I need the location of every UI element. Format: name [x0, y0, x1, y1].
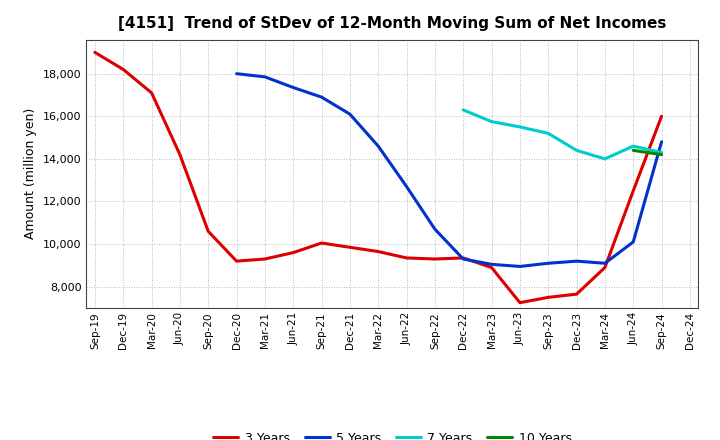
- 7 Years: [600, 156, 609, 161]
- 7 Years: [459, 107, 467, 113]
- 5 Years: [629, 239, 637, 245]
- 7 Years: [572, 148, 581, 153]
- 5 Years: [487, 262, 496, 267]
- 3 Years: [233, 258, 241, 264]
- 3 Years: [402, 255, 411, 260]
- 3 Years: [204, 229, 212, 234]
- 5 Years: [346, 111, 354, 117]
- 3 Years: [657, 114, 666, 119]
- 5 Years: [572, 258, 581, 264]
- 3 Years: [176, 152, 184, 157]
- 3 Years: [374, 249, 382, 254]
- 5 Years: [459, 257, 467, 262]
- 3 Years: [544, 295, 552, 300]
- 5 Years: [544, 260, 552, 266]
- 10 Years: [657, 152, 666, 157]
- 3 Years: [119, 67, 127, 72]
- 3 Years: [346, 245, 354, 250]
- 3 Years: [487, 265, 496, 270]
- Line: 5 Years: 5 Years: [237, 73, 662, 267]
- 5 Years: [374, 143, 382, 149]
- Title: [4151]  Trend of StDev of 12-Month Moving Sum of Net Incomes: [4151] Trend of StDev of 12-Month Moving…: [118, 16, 667, 32]
- 5 Years: [289, 85, 297, 90]
- 3 Years: [261, 257, 269, 262]
- 3 Years: [629, 188, 637, 194]
- Legend: 3 Years, 5 Years, 7 Years, 10 Years: 3 Years, 5 Years, 7 Years, 10 Years: [208, 427, 577, 440]
- 7 Years: [516, 124, 524, 129]
- 3 Years: [318, 240, 326, 246]
- 5 Years: [516, 264, 524, 269]
- 10 Years: [629, 148, 637, 153]
- Line: 10 Years: 10 Years: [633, 150, 662, 154]
- 3 Years: [516, 300, 524, 305]
- 7 Years: [629, 143, 637, 149]
- Line: 3 Years: 3 Years: [95, 52, 662, 303]
- 3 Years: [459, 255, 467, 260]
- 7 Years: [544, 131, 552, 136]
- 3 Years: [148, 90, 156, 95]
- 3 Years: [572, 292, 581, 297]
- Y-axis label: Amount (million yen): Amount (million yen): [24, 108, 37, 239]
- 7 Years: [487, 119, 496, 124]
- Line: 7 Years: 7 Years: [463, 110, 662, 159]
- 3 Years: [600, 265, 609, 270]
- 5 Years: [600, 260, 609, 266]
- 5 Years: [402, 184, 411, 189]
- 3 Years: [431, 257, 439, 262]
- 3 Years: [91, 50, 99, 55]
- 7 Years: [657, 150, 666, 155]
- 5 Years: [318, 95, 326, 100]
- 3 Years: [289, 250, 297, 255]
- 5 Years: [261, 74, 269, 80]
- 5 Years: [657, 139, 666, 144]
- 5 Years: [233, 71, 241, 76]
- 5 Years: [431, 227, 439, 232]
